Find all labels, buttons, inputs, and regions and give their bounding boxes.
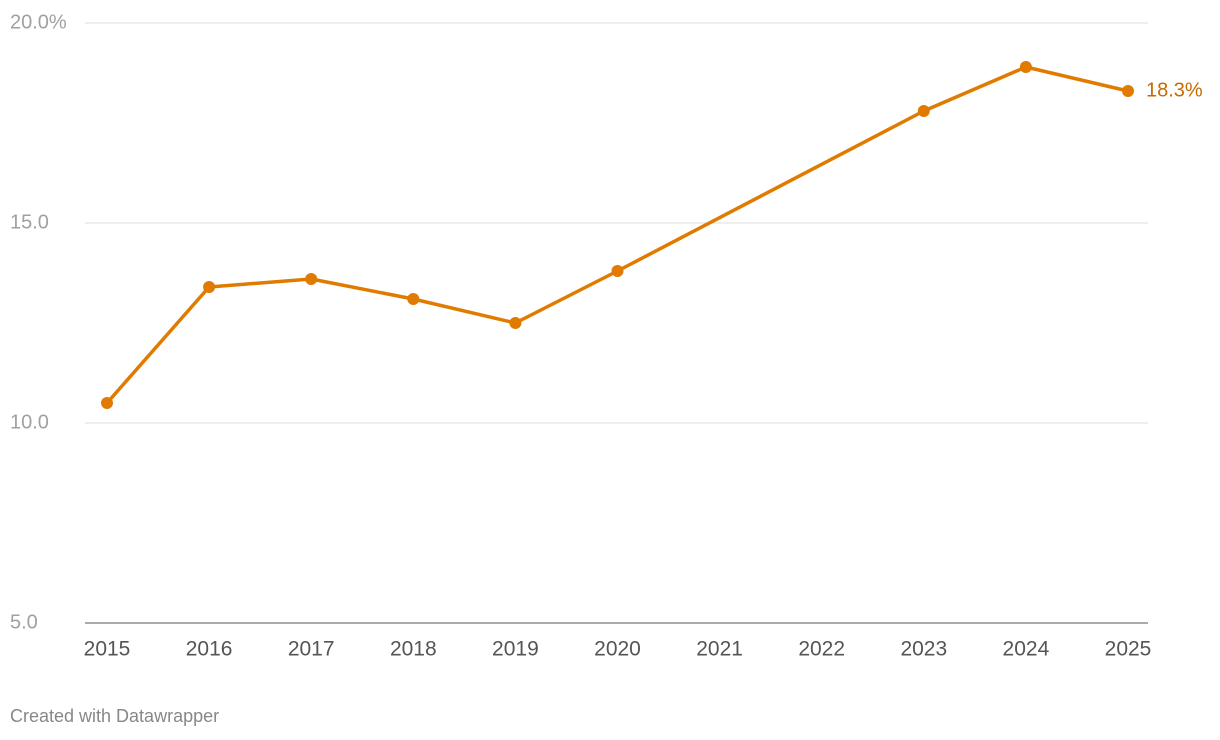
point bbox=[1019, 61, 1032, 73]
line bbox=[105, 65, 1129, 405]
point bbox=[509, 317, 522, 329]
x-tick-label: 2024 bbox=[1003, 638, 1050, 661]
point bbox=[1122, 85, 1134, 97]
point bbox=[203, 281, 216, 293]
point bbox=[305, 273, 318, 285]
point bbox=[407, 293, 420, 305]
x-tick-label: 2023 bbox=[900, 638, 947, 661]
y-tick-label: 5.0 bbox=[10, 611, 38, 633]
x-tick-label: 2017 bbox=[288, 638, 335, 661]
x-tick-label: 2018 bbox=[390, 638, 437, 661]
x-tick-label: 2015 bbox=[84, 638, 131, 661]
x-tick-label: 2020 bbox=[594, 638, 641, 661]
x-tick-label: 2016 bbox=[186, 638, 233, 661]
value-label: 18.3% bbox=[1146, 79, 1203, 101]
x-tick-label: 2019 bbox=[492, 638, 539, 661]
credit: Created with Datawrapper bbox=[10, 706, 219, 726]
y-tick-label: 15.0 bbox=[10, 211, 49, 233]
point bbox=[611, 265, 624, 277]
y-tick-label: 20.0% bbox=[10, 11, 67, 33]
point bbox=[917, 105, 930, 117]
point bbox=[101, 397, 113, 409]
x-tick-label: 2021 bbox=[696, 638, 743, 661]
x-tick-label: 2022 bbox=[798, 638, 845, 661]
x-tick-label: 2025 bbox=[1105, 638, 1152, 661]
y-tick-label: 10.0 bbox=[10, 411, 49, 433]
